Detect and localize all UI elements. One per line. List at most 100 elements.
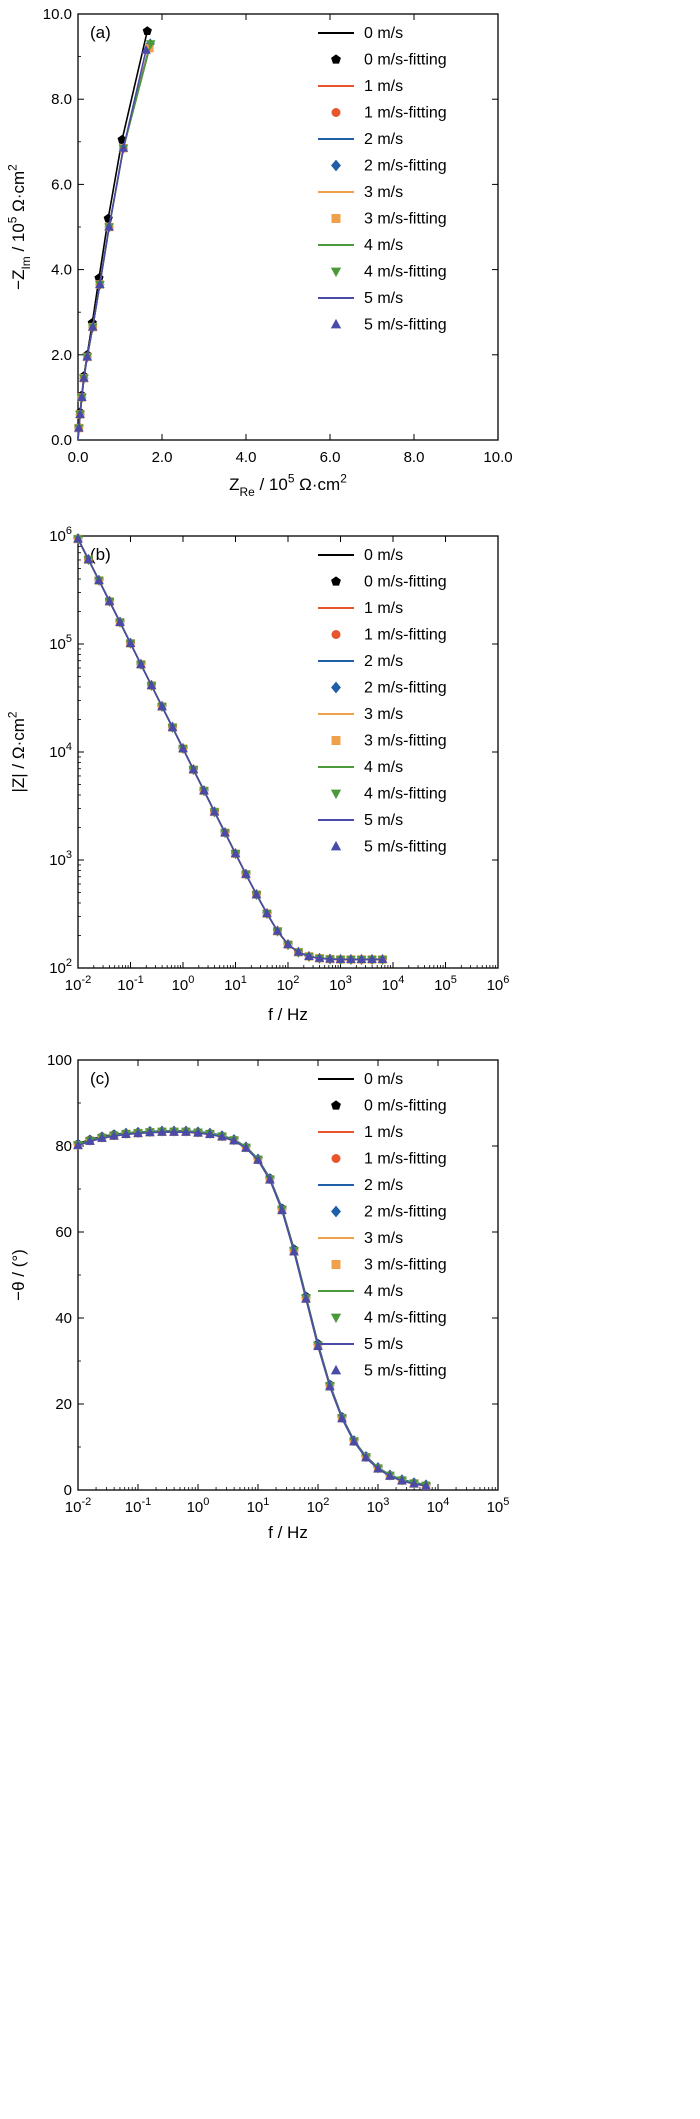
x-tick-label: 101 — [224, 974, 247, 994]
legend-entry: 2 m/s-fitting — [364, 1204, 447, 1221]
x-tick-label: 6.0 — [320, 449, 341, 466]
data-point — [167, 722, 178, 732]
legend-entry: 4 m/s-fitting — [364, 264, 447, 281]
data-point — [199, 785, 209, 795]
legend-marker — [331, 108, 341, 117]
legend-marker — [331, 1205, 341, 1218]
legend-entry: 5 m/s — [364, 1336, 403, 1353]
legend-marker — [330, 1364, 342, 1375]
y-tick-label: 0.0 — [51, 432, 72, 449]
legend-marker — [331, 1154, 341, 1163]
data-point — [251, 889, 262, 899]
legend-entry: 5 m/s — [364, 812, 403, 829]
data-point — [104, 221, 114, 231]
data-point — [361, 1452, 371, 1462]
data-point — [314, 953, 325, 962]
data-point — [421, 1480, 431, 1490]
x-tick-label: 105 — [434, 974, 457, 994]
data-point — [94, 575, 104, 585]
series-line-0 — [77, 538, 383, 961]
data-point — [79, 372, 89, 382]
x-tick-label: 4.0 — [236, 449, 257, 466]
y-tick-label: 4.0 — [51, 262, 72, 279]
data-point — [188, 764, 199, 774]
legend-entry: 5 m/s-fitting — [364, 1363, 447, 1380]
y-tick-label: 6.0 — [51, 176, 72, 193]
legend-entry: 2 m/s — [364, 1177, 403, 1194]
series-line-1 — [77, 538, 383, 961]
data-point — [301, 1293, 311, 1303]
y-tick-label: 0 — [64, 1482, 72, 1499]
data-point — [109, 1130, 119, 1140]
legend-entry: 4 m/s — [364, 759, 403, 776]
series-line-2 — [77, 43, 151, 441]
y-tick-label: 20 — [55, 1396, 72, 1413]
y-tick-label: 103 — [49, 849, 72, 869]
legend-entry: 2 m/s — [364, 653, 403, 670]
data-point — [325, 953, 335, 963]
data-point — [85, 1136, 95, 1145]
legend-entry: 0 m/s — [364, 1071, 403, 1088]
data-point — [289, 1246, 299, 1256]
x-tick-label: 8.0 — [404, 449, 425, 466]
legend-marker — [330, 1313, 342, 1324]
series-line-4 — [77, 538, 383, 961]
series-line-3 — [77, 538, 383, 961]
x-tick-label: 104 — [427, 1496, 450, 1516]
data-point — [265, 1174, 275, 1184]
data-point — [169, 1126, 179, 1136]
data-point — [142, 26, 152, 35]
x-tick-label: 10-1 — [125, 1496, 151, 1516]
legend-entry: 0 m/s — [364, 25, 403, 42]
y-tick-label: 102 — [49, 957, 72, 977]
data-point — [337, 1413, 347, 1423]
legend-marker — [331, 214, 341, 223]
x-axis-label: ZRe / 105 Ω·cm2 — [229, 471, 347, 499]
x-tick-label: 0.0 — [68, 449, 89, 466]
y-tick-label: 40 — [55, 1310, 72, 1327]
data-point — [304, 951, 314, 960]
legend-entry: 1 m/s — [364, 78, 403, 95]
legend-entry: 0 m/s-fitting — [364, 1098, 447, 1115]
legend-marker — [331, 681, 341, 694]
data-point — [385, 1470, 395, 1480]
data-point — [73, 533, 83, 543]
data-point — [146, 680, 157, 690]
data-point — [83, 554, 94, 564]
data-point — [181, 1126, 191, 1136]
y-axis-label: |Z| / Ω·cm2 — [5, 711, 28, 792]
plot-frame — [77, 1059, 499, 1491]
legend-entry: 1 m/s — [364, 600, 403, 617]
data-point — [87, 321, 98, 331]
legend-marker — [331, 576, 341, 586]
data-point — [373, 1463, 383, 1473]
data-point — [262, 908, 272, 918]
y-tick-label: 100 — [47, 1052, 72, 1069]
legend-entry: 4 m/s-fitting — [364, 1310, 447, 1327]
data-point — [145, 40, 156, 50]
data-point — [74, 422, 84, 432]
data-point — [217, 1131, 227, 1141]
legend-marker — [330, 267, 342, 278]
data-point — [346, 954, 356, 964]
legend-entry: 3 m/s — [364, 1230, 403, 1247]
legend-marker — [331, 54, 341, 64]
legend-entry: 3 m/s-fitting — [364, 1257, 447, 1274]
data-point — [157, 1126, 167, 1136]
legend-entry: 3 m/s — [364, 706, 403, 723]
panel-label: (a) — [90, 23, 111, 42]
legend-marker — [331, 736, 341, 745]
data-point — [73, 1140, 83, 1150]
legend-entry: 1 m/s-fitting — [364, 1151, 447, 1168]
x-tick-label: 105 — [487, 1496, 510, 1516]
data-point — [220, 827, 230, 837]
y-axis-label: −ZIm / 105 Ω·cm2 — [5, 164, 33, 290]
legend-entry: 3 m/s-fitting — [364, 211, 447, 228]
series-line-2 — [77, 538, 383, 961]
legend-entry: 3 m/s-fitting — [364, 733, 447, 750]
x-tick-label: 106 — [487, 974, 510, 994]
data-point — [75, 409, 85, 419]
data-point — [82, 351, 93, 361]
data-point — [157, 701, 167, 711]
